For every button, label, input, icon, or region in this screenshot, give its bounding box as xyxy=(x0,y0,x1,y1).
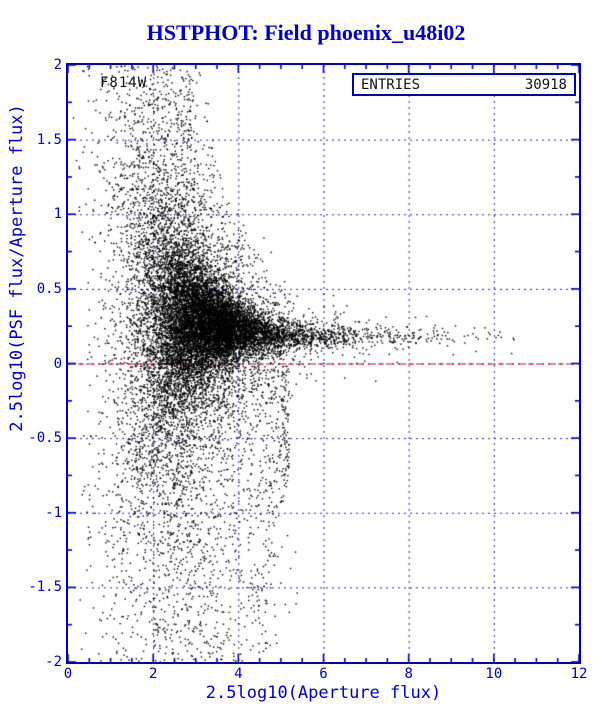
entries-label: ENTRIES xyxy=(361,76,421,93)
y-tick-label: 2 xyxy=(53,57,62,73)
y-tick-label: -2 xyxy=(45,654,62,670)
y-tick-label: -1 xyxy=(45,504,62,521)
y-tick-label: 1.5 xyxy=(36,131,62,148)
y-tick-label: 1 xyxy=(53,206,62,223)
x-tick-label: 4 xyxy=(234,666,243,682)
page-title: HSTPHOT: Field phoenix_u48i02 xyxy=(146,20,466,45)
x-tick-label: 6 xyxy=(319,666,328,682)
y-axis-label: 2.5log10(PSF flux/Aperture flux) xyxy=(7,104,27,432)
x-axis-label: 2.5log10(Aperture flux) xyxy=(205,683,442,703)
y-tick-label: 0.5 xyxy=(36,280,62,297)
y-tick-label: -0.5 xyxy=(28,430,62,447)
entries-stats-box: ENTRIES 30918 xyxy=(352,73,576,96)
plot-frame: F814W ENTRIES 30918 xyxy=(66,63,581,664)
x-tick-label: 10 xyxy=(485,666,503,682)
x-tick-label: 12 xyxy=(570,666,588,682)
scatter-canvas xyxy=(68,65,579,662)
y-tick-label: 0 xyxy=(53,355,62,372)
filter-annotation: F814W xyxy=(100,75,148,91)
x-tick-label: 0 xyxy=(63,666,73,682)
x-tick-label: 2 xyxy=(148,666,158,682)
y-tick-label: -1.5 xyxy=(28,579,62,596)
x-tick-label: 8 xyxy=(404,666,413,682)
entries-value: 30918 xyxy=(524,76,567,93)
